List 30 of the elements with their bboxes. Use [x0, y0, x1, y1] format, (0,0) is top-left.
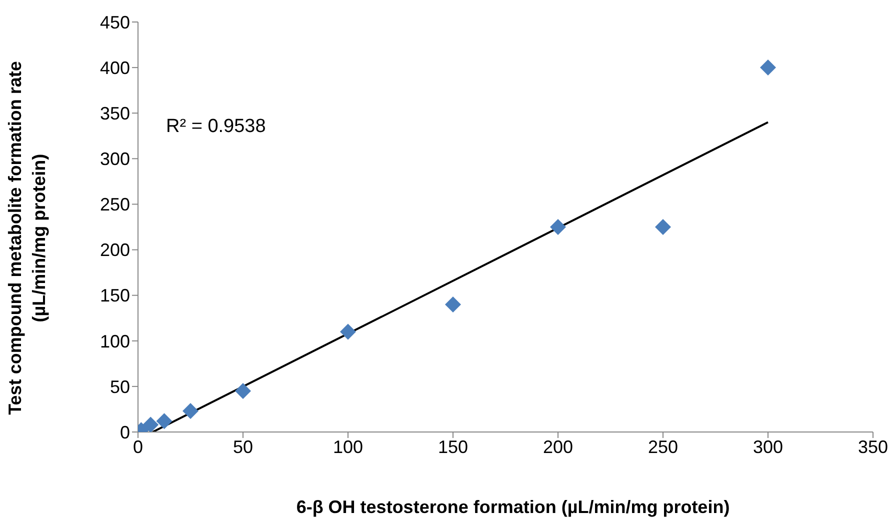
point: [156, 413, 172, 430]
y-tick-label: 150: [100, 286, 130, 306]
point: [235, 383, 251, 399]
y-tick-label: 200: [100, 240, 130, 260]
y-tick-label: 250: [100, 194, 130, 215]
y-tick-label: 400: [100, 58, 130, 78]
y-tick-label: 0: [120, 422, 130, 442]
point: [142, 416, 159, 432]
point: [550, 219, 566, 235]
x-tick-label: 250: [648, 436, 678, 457]
x-tick-label: 0: [132, 436, 144, 457]
x-axis-title: 6-β OH testosterone formation (µL/min/mg protein): [296, 497, 730, 517]
point: [182, 403, 198, 420]
y-tick-label: 100: [100, 331, 130, 352]
y-tick-label: 50: [110, 376, 130, 397]
point: [340, 324, 356, 340]
y-tick-label: 300: [100, 149, 130, 170]
y-tick-label: 350: [100, 104, 130, 124]
x-tick-label: 200: [542, 436, 574, 457]
x-tick-label: 300: [752, 436, 784, 457]
x-tick-label: 50: [232, 436, 254, 457]
y-tick-label: 450: [100, 12, 130, 32]
x-tick-label: 350: [858, 436, 888, 457]
point: [655, 219, 671, 235]
annotation: R² = 0.9538: [166, 116, 266, 137]
y-axis-title: Test compound metabolite formation rate (µL/min/mg protein): [4, 60, 50, 417]
x-tick-label: 150: [438, 436, 468, 457]
point: [445, 296, 461, 312]
point: [760, 60, 776, 76]
x-tick-label: 100: [332, 436, 364, 457]
